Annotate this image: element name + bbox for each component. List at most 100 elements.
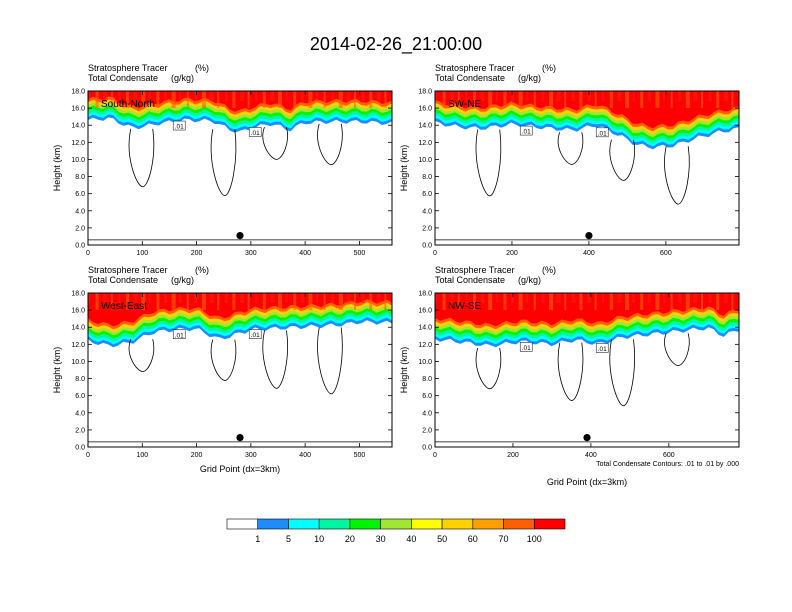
- tracer-streak: [488, 91, 493, 108]
- y-tick-label: 6.0: [75, 191, 85, 198]
- panel-sw-ne: Stratosphere Tracer (%) Total Condensate (g…: [399, 63, 740, 257]
- location-marker: [585, 231, 593, 240]
- y-tick-label: 0.0: [422, 445, 432, 452]
- x-tick-label: 600: [663, 452, 675, 459]
- y-tick-label: 6.0: [75, 393, 85, 400]
- tracer-streak: [587, 91, 591, 101]
- panel-header-tracer: Stratosphere Tracer: [435, 265, 515, 275]
- tracer-streak: [465, 91, 468, 101]
- panel-nw-se: Stratosphere Tracer (%) Total Condensate (g…: [399, 265, 740, 487]
- condensate-contour: [262, 127, 288, 160]
- y-axis-label: Height (km): [399, 145, 409, 192]
- tracer-streak: [617, 293, 622, 303]
- tracer-streak: [625, 293, 629, 310]
- y-tick-label: 10.0: [418, 157, 432, 164]
- tracer-streak: [579, 293, 583, 310]
- x-tick-label: 400: [585, 452, 597, 459]
- panel-header-tracer-unit: (%): [195, 63, 209, 73]
- panel-header-condensate: Total Condensate: [435, 275, 505, 285]
- colorbar-swatch: [380, 518, 412, 530]
- condensate-contour: [262, 330, 288, 389]
- y-tick-label: 12.0: [418, 342, 432, 349]
- panels: Stratosphere Tracer (%) Total Condensate (g…: [52, 63, 740, 487]
- x-tick-label: 200: [507, 452, 519, 459]
- colorbar-swatch: [472, 518, 504, 530]
- tracer-streak: [533, 91, 536, 108]
- condensate-contour: [128, 128, 155, 188]
- contour-label: .01: [595, 343, 609, 353]
- plot-frame: [434, 90, 740, 246]
- y-tick-label: 14.0: [71, 325, 85, 332]
- tracer-streak: [511, 91, 514, 101]
- condensate-contour: [210, 339, 237, 381]
- panel-header-tracer-unit: (%): [542, 63, 556, 73]
- tracer-streak: [262, 91, 266, 108]
- y-tick-label: 8.0: [422, 174, 432, 181]
- y-tick-label: 8.0: [75, 174, 85, 181]
- tracer-streak: [88, 91, 90, 101]
- tracer-streak: [480, 91, 485, 101]
- y-tick-label: 16.0: [71, 106, 85, 113]
- tracer-streak: [609, 293, 613, 310]
- panel-label: South-North: [101, 99, 155, 110]
- y-tick-label: 4.0: [422, 208, 432, 215]
- figure-title: 2014-02-26_21:00:00: [310, 34, 482, 55]
- svg-text:.01: .01: [251, 130, 260, 137]
- x-tick-label: 0: [433, 250, 437, 257]
- tracer-streak: [442, 293, 446, 310]
- svg-text:.01: .01: [175, 332, 184, 339]
- svg-text:.01: .01: [522, 345, 531, 352]
- tracer-streak: [708, 91, 712, 101]
- tracer-streak: [640, 293, 644, 310]
- tracer-streak: [384, 293, 387, 310]
- panel-south-north: Stratosphere Tracer (%) Total Condensate (g…: [52, 63, 393, 257]
- tracer-streak: [594, 91, 597, 108]
- tracer-streak: [156, 91, 160, 108]
- colorbar-label: 30: [376, 534, 386, 544]
- tracer-streak: [88, 293, 90, 303]
- tracer-streak: [300, 293, 304, 303]
- y-tick-label: 10.0: [418, 359, 432, 366]
- tracer-streak: [209, 293, 214, 303]
- tracer-streak: [247, 91, 250, 108]
- colorbar-label: 5: [286, 534, 291, 544]
- tracer-streak: [579, 91, 583, 108]
- colorbar-swatch: [503, 518, 535, 530]
- tracer-streak: [571, 293, 575, 303]
- panel-header-tracer-unit: (%): [195, 265, 209, 275]
- tracer-streak: [316, 293, 318, 303]
- x-tick-label: 0: [433, 452, 437, 459]
- condensate-contour: [609, 139, 635, 181]
- x-tick-label: 200: [191, 250, 203, 257]
- x-tick-label: 600: [660, 250, 672, 257]
- tracer-streak: [632, 293, 635, 303]
- condensate-contours: [88, 327, 392, 443]
- y-tick-label: 14.0: [418, 325, 432, 332]
- tracer-streak: [247, 293, 250, 310]
- x-axis-label: Grid Point (dx=3km): [547, 477, 627, 487]
- y-tick-label: 16.0: [418, 308, 432, 315]
- tracer-streak: [655, 91, 660, 108]
- tracer-streak: [179, 293, 182, 303]
- condensate-contour: [128, 339, 155, 372]
- tracer-streak: [209, 91, 214, 101]
- tracer-streak: [503, 293, 507, 310]
- x-tick-label: 500: [354, 452, 366, 459]
- location-marker: [236, 433, 244, 442]
- y-axis-label: Height (km): [52, 347, 62, 394]
- tracer-streak: [156, 293, 160, 310]
- colorbar-swatch: [411, 518, 443, 530]
- tracer-streak: [670, 293, 673, 310]
- tracer-streak: [465, 293, 468, 303]
- panel-header-condensate: Total Condensate: [88, 73, 158, 83]
- tracer-streak: [670, 91, 673, 108]
- tracer-streak: [716, 91, 720, 108]
- tracer-streak: [723, 293, 728, 303]
- colorbar-swatch: [533, 518, 566, 530]
- tracer-streak: [110, 91, 113, 108]
- tracer-streak: [518, 91, 523, 108]
- tracer-streak: [300, 91, 304, 101]
- y-tick-label: 16.0: [418, 106, 432, 113]
- panel-header-condensate-unit: (g/kg): [518, 73, 541, 83]
